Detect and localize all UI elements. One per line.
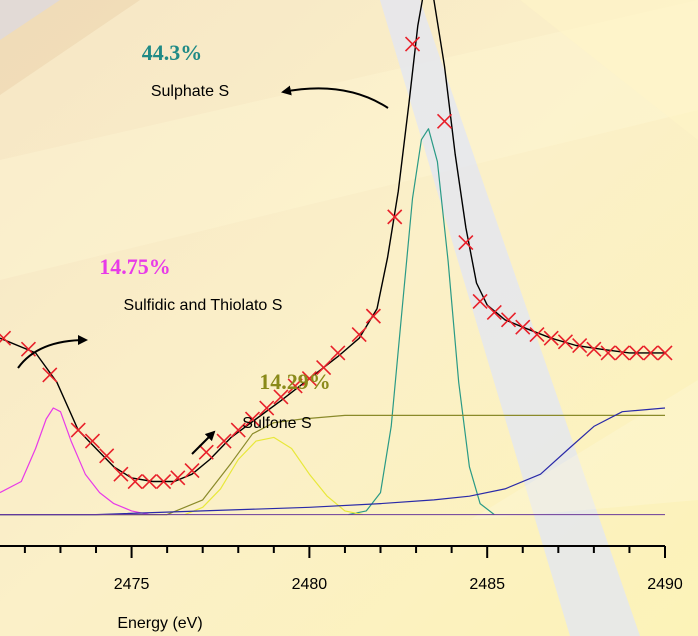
data-point-marker <box>156 473 172 490</box>
data-point-marker <box>127 473 143 490</box>
annotations: 44.3% Sulphate S 14.75% Sulfidic and Thi… <box>17 40 389 455</box>
data-point-marker <box>351 326 367 343</box>
data-point-marker <box>387 209 403 225</box>
data-point-marker <box>0 330 12 346</box>
data-point-marker <box>436 113 453 129</box>
sulfone-label: Sulfone S <box>242 415 311 432</box>
sulphate-percent-label: 44.3% <box>142 40 203 65</box>
data-point-marker <box>198 444 214 460</box>
data-point-marker <box>515 319 531 335</box>
data-point-marker <box>287 378 303 394</box>
data-point-marker <box>600 345 616 361</box>
data-point-marker <box>42 367 58 383</box>
data-point-marker <box>643 345 659 361</box>
data-point-marker <box>543 330 559 346</box>
data-point-marker <box>216 433 232 449</box>
x-axis-ticks: 2475 2480 2485 2490 <box>23 546 683 593</box>
data-point-marker <box>614 345 630 361</box>
sulfidic-label: Sulfidic and Thiolato S <box>124 297 283 314</box>
data-point-marker <box>244 411 261 427</box>
data-point-marker <box>458 235 474 251</box>
data-point-marker <box>365 308 381 324</box>
x-tick-label: 2485 <box>469 576 505 593</box>
data-point-marker <box>486 304 502 321</box>
x-axis: 2475 2480 2485 2490 Energy (eV) <box>0 545 683 632</box>
data-point-markers <box>0 36 673 490</box>
data-point-marker <box>273 389 289 405</box>
data-point-marker <box>557 334 573 350</box>
data-point-marker <box>301 371 317 387</box>
data-point-marker <box>529 326 545 343</box>
data-point-marker <box>170 470 186 486</box>
component-curve <box>0 407 150 516</box>
x-tick-label: 2490 <box>647 576 683 593</box>
data-point-marker <box>113 466 129 482</box>
x-tick-label: 2475 <box>114 576 150 593</box>
data-point-marker <box>500 312 517 328</box>
data-point-marker <box>404 36 421 52</box>
sulphate-arrow <box>281 85 389 109</box>
sulfidic-percent-label: 14.75% <box>99 254 171 279</box>
sulfone-arrow <box>191 430 216 455</box>
data-point-marker <box>472 293 488 309</box>
data-point-marker <box>141 473 157 490</box>
data-point-marker <box>572 337 588 354</box>
background-step-curve <box>0 414 665 516</box>
x-axis-title: Energy (eV) <box>117 615 202 632</box>
data-point-marker <box>184 462 200 479</box>
data-point-marker <box>586 341 602 357</box>
data-point-marker <box>330 345 346 361</box>
data-point-marker <box>628 345 645 361</box>
data-point-marker <box>99 448 115 464</box>
component-curve <box>184 436 363 516</box>
data-point-marker <box>230 422 246 438</box>
data-point-marker <box>70 422 86 438</box>
x-tick-label: 2480 <box>292 576 328 593</box>
data-point-marker <box>84 433 101 449</box>
sulphate-label: Sulphate S <box>151 83 229 100</box>
data-point-marker <box>657 345 673 361</box>
sulfidic-arrow <box>17 335 88 369</box>
background-step-curve <box>0 407 666 516</box>
component-curve <box>348 128 495 516</box>
sulfone-percent-label: 14.29% <box>259 369 331 394</box>
data-point-marker <box>259 400 275 416</box>
data-point-marker <box>316 360 332 376</box>
